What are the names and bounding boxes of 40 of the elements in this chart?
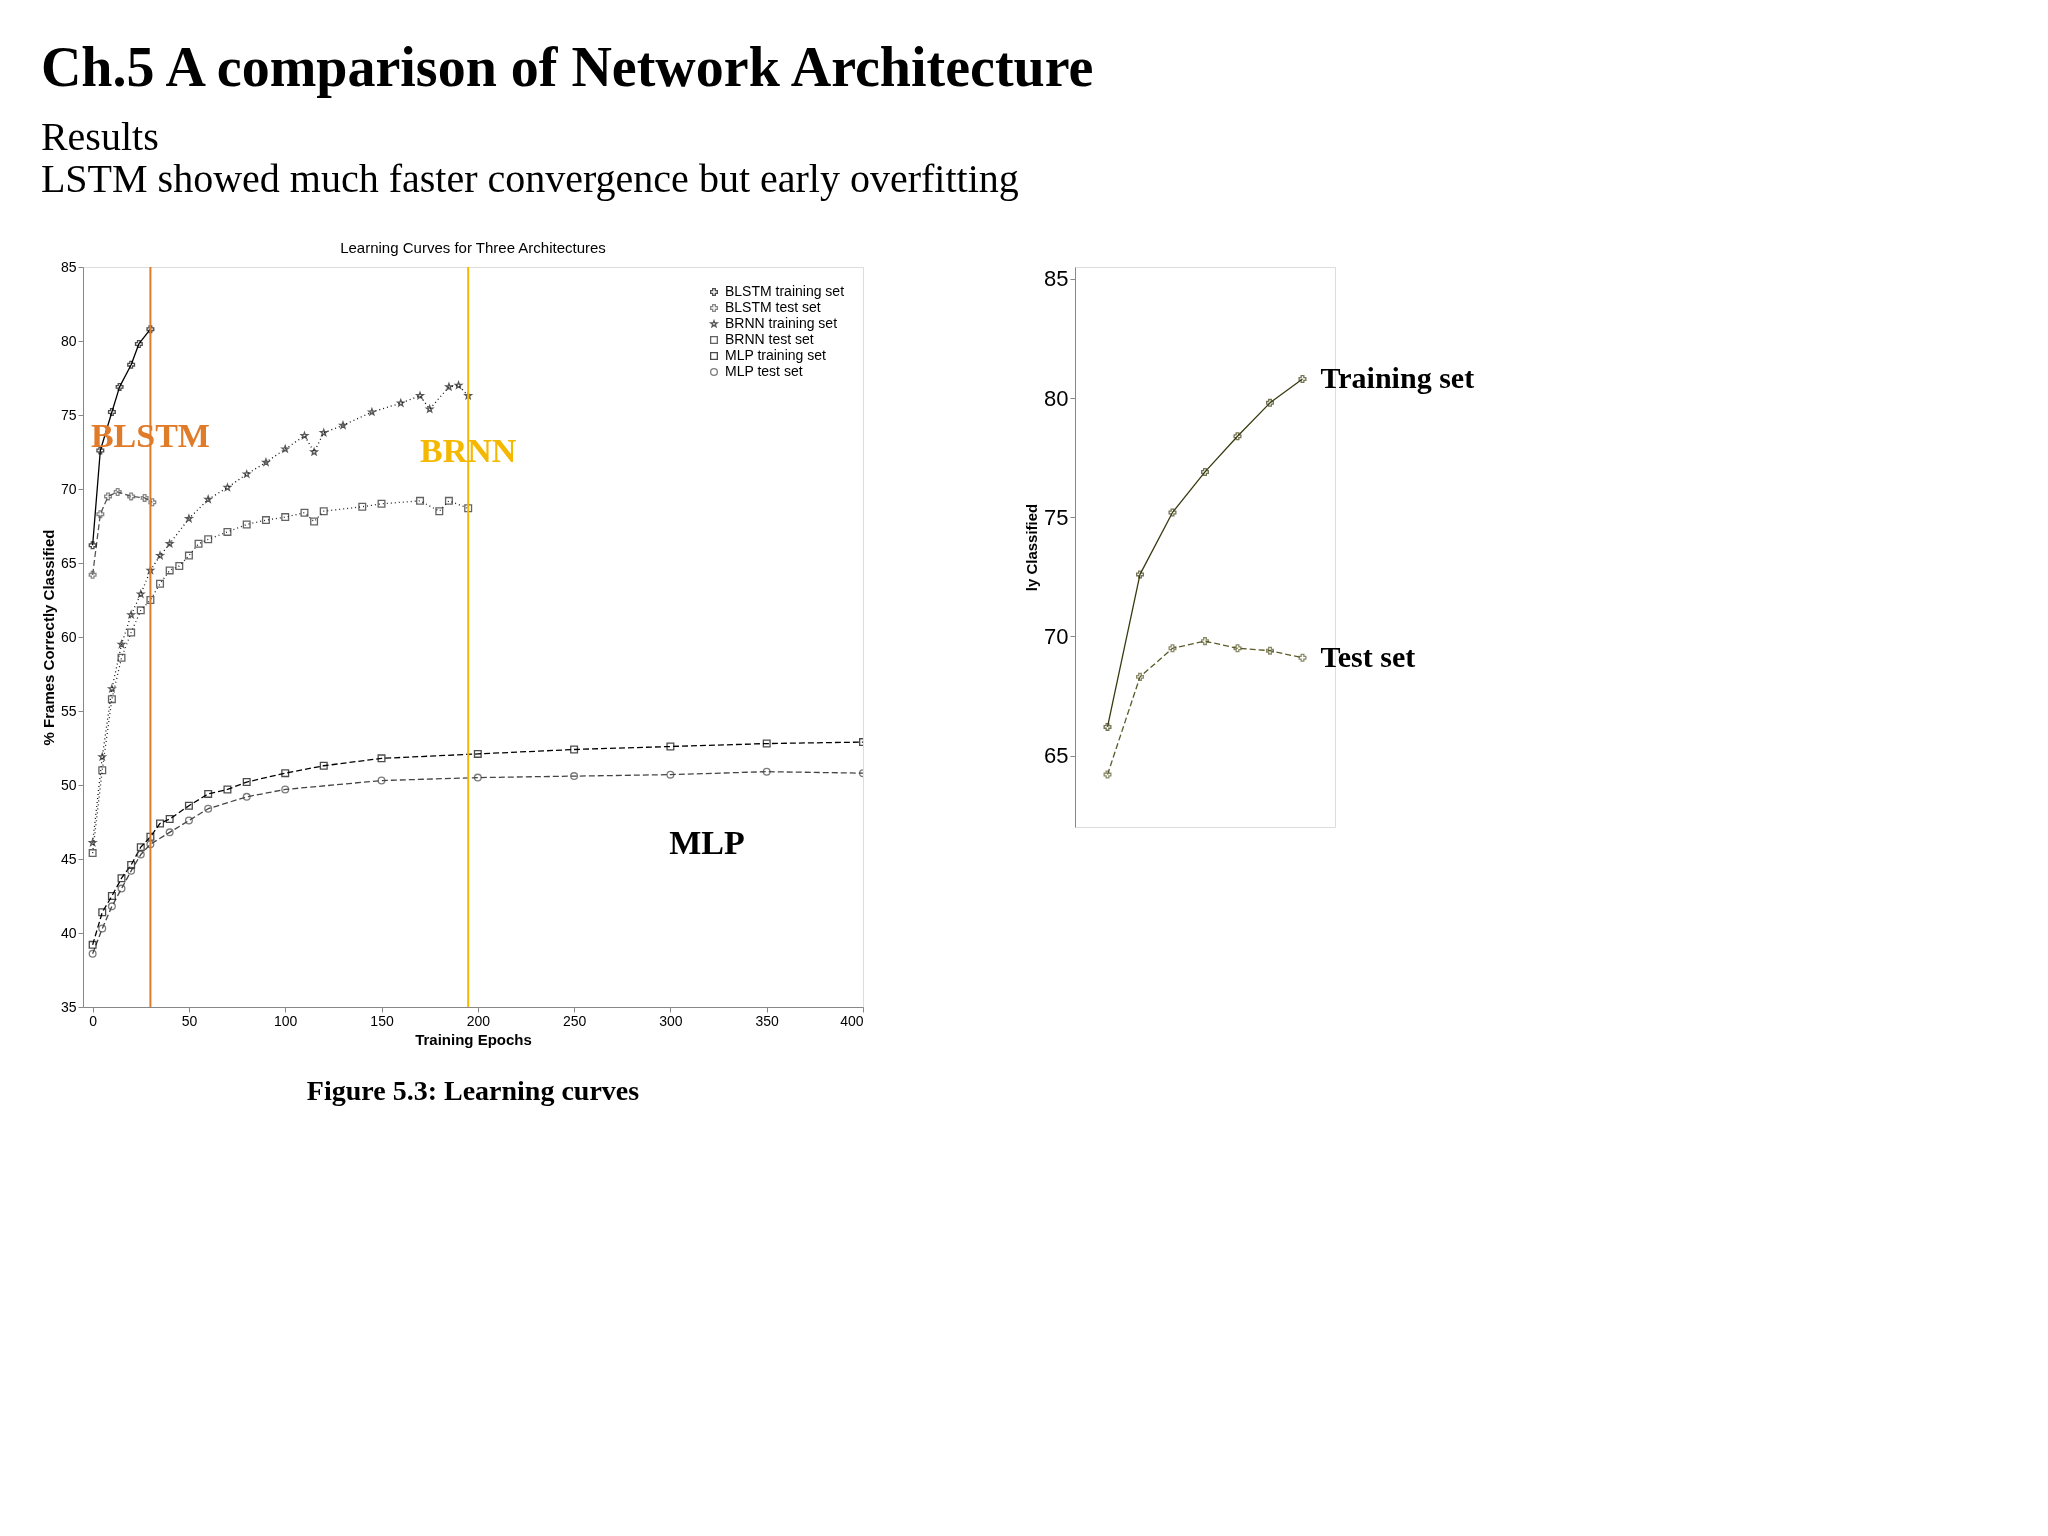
y-tick-label: 80 (1044, 385, 1069, 411)
y-tick-label: 70 (1044, 623, 1069, 649)
legend-label: BRNN training set (725, 315, 838, 331)
x-tick-label: 250 (562, 1012, 587, 1029)
caption: Figure 5.3: Learning curves (306, 1075, 640, 1106)
x-tick-label: 300 (659, 1012, 683, 1029)
x-tick-label: 100 (274, 1012, 298, 1029)
x-tick-label: 350 (755, 1012, 780, 1029)
annotation: Test set (1320, 639, 1416, 673)
y-tick-label: 65 (1044, 743, 1069, 769)
y-tick-label: 85 (60, 258, 77, 275)
text: Ch.5 A comparison of Network Architecture (40, 35, 1094, 98)
y-tick-label: 50 (60, 776, 77, 793)
annotation: MLP (669, 824, 745, 862)
y-axis-title: ly Classified (1023, 503, 1041, 592)
y-tick-label: 75 (1044, 504, 1069, 530)
y-tick-label: 55 (60, 702, 77, 719)
chart-title: Learning Curves for Three Architectures (340, 239, 606, 256)
y-tick-label: 80 (60, 332, 77, 349)
x-tick-label: 200 (466, 1012, 491, 1029)
x-tick-label: 400 (840, 1012, 864, 1029)
x-axis-title: Training Epochs (415, 1030, 532, 1048)
x-tick-label: 150 (370, 1012, 394, 1029)
legend-label: MLP test set (725, 363, 803, 379)
y-tick-label: 65 (60, 554, 77, 571)
legend-label: BRNN test set (725, 331, 814, 347)
y-axis-title: % Frames Correctly Classified (39, 529, 57, 746)
y-tick-label: 60 (60, 628, 77, 645)
y-tick-label: 40 (60, 924, 77, 941)
y-tick-label: 85 (1044, 266, 1069, 292)
y-tick-label: 45 (60, 850, 77, 867)
legend-label: MLP training set (725, 347, 827, 363)
annotation: Training set (1320, 361, 1475, 394)
y-tick-label: 70 (60, 480, 77, 497)
y-tick-label: 35 (60, 998, 77, 1015)
legend-label: BLSTM test set (725, 299, 821, 315)
x-tick-label: 0 (89, 1012, 98, 1029)
x-tick-label: 50 (181, 1012, 198, 1029)
y-tick-label: 75 (60, 406, 77, 423)
legend-label: BLSTM training set (725, 283, 845, 299)
